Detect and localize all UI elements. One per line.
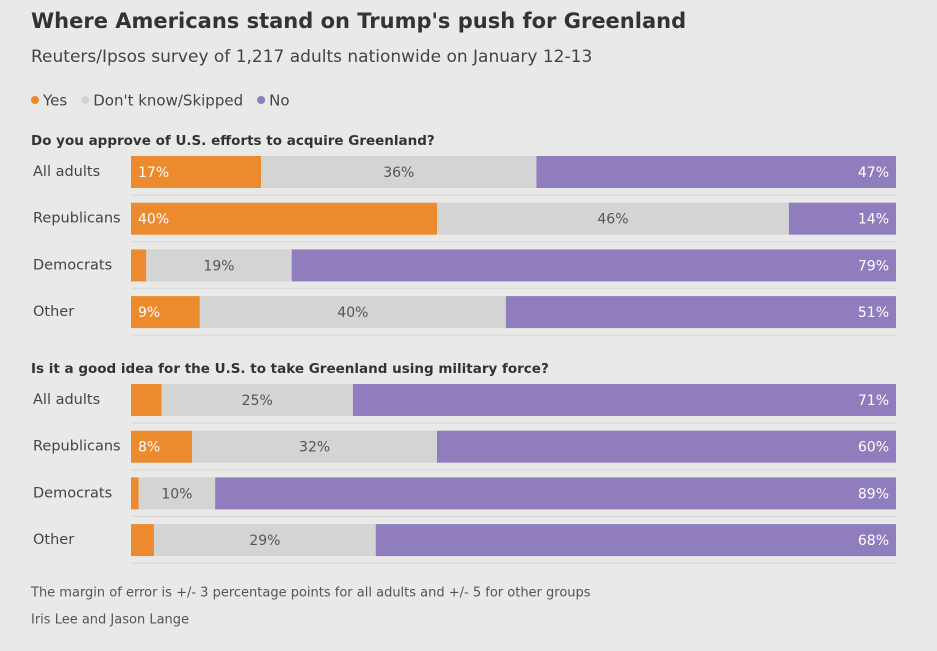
bar-segment [131,156,262,188]
legend-marker [257,96,266,104]
bar-segment [131,477,139,510]
bar-segment [437,202,789,235]
value-label: 68% [858,533,889,549]
legend-label: No [269,92,289,110]
bar-segment [788,202,896,235]
bar-segment [131,296,200,329]
bar-segment [131,430,193,463]
question: Do you approve of U.S. efforts to acquir… [31,133,435,149]
category-label: Democrats [33,485,112,501]
bar-segment [192,430,437,463]
bar-segment [261,156,537,188]
bar-segment [437,430,896,463]
bar-segment [199,296,506,329]
bar-segment [352,384,897,416]
value-label: 9% [138,305,160,321]
value-label: 46% [597,212,628,228]
bar-segment [131,524,154,557]
bar-segment [131,384,162,416]
bar-segment [153,524,376,557]
subtitle: Reuters/Ipsos survey of 1,217 adults nat… [31,47,592,67]
value-label: 14% [858,212,889,228]
title: Where Americans stand on Trump's push fo… [31,9,686,33]
value-label: 79% [858,258,889,274]
legend-label: Don't know/Skipped [93,92,243,110]
legend-marker [31,96,39,104]
value-label: 8% [138,440,160,456]
category-label: Other [33,304,74,320]
category-label: Other [33,532,74,548]
bar-segment [161,384,353,416]
value-label: 60% [858,440,889,456]
legend-label: Yes [42,92,67,110]
value-label: 47% [858,165,889,181]
bar-segment [131,249,147,282]
category-label: All adults [33,164,100,180]
value-label: 51% [858,305,889,321]
value-label: 19% [203,258,234,274]
category-label: Democrats [33,257,112,273]
bar-segment [146,249,292,282]
bar-segment [536,156,896,188]
value-label: 17% [138,165,169,181]
value-label: 40% [138,212,169,228]
value-label: 89% [858,486,889,502]
value-label: 29% [249,533,280,549]
value-label: 10% [161,486,192,502]
value-label: 25% [242,393,273,409]
credit: Iris Lee and Jason Lange [31,613,189,628]
legend: Yes Don't know/Skipped No [31,92,290,110]
bar-segment [291,249,896,282]
value-label: 36% [383,165,414,181]
category-label: Republicans [33,211,121,227]
bar-segment [215,477,896,510]
bar-segment [375,524,896,557]
value-label: 71% [858,393,889,409]
value-label: 32% [299,440,330,456]
bar-segment [138,477,216,510]
bar-segment [505,296,896,329]
category-label: All adults [33,392,100,408]
question: Is it a good idea for the U.S. to take G… [31,361,549,377]
category-label: Republicans [33,439,121,455]
value-label: 40% [337,305,368,321]
bar-segment [131,202,437,235]
note: The margin of error is +/- 3 percentage … [30,586,591,601]
legend-marker [81,96,90,104]
